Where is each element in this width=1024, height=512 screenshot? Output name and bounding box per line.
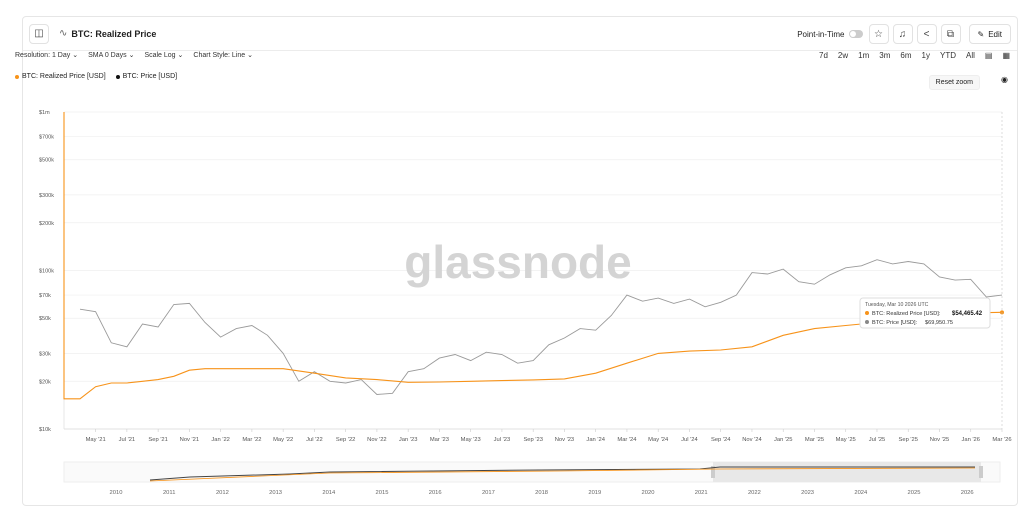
range-6m[interactable]: 6m <box>900 51 912 60</box>
point-in-time-label: Point-in-Time <box>797 29 845 39</box>
page-title: BTC: Realized Price <box>71 28 157 39</box>
copy-icon[interactable]: ⧉ <box>940 24 961 44</box>
resolution-select[interactable]: Resolution: 1 Day ⌄ <box>15 51 78 59</box>
chart-style-select[interactable]: Chart Style: Line ⌄ <box>193 51 253 59</box>
bell-icon[interactable]: ♫ <box>892 24 913 44</box>
reset-zoom-button[interactable]: Reset zoom <box>928 75 980 90</box>
range-1y[interactable]: 1y <box>921 51 930 60</box>
legend-label-realized: BTC: Realized Price [USD] <box>22 73 106 80</box>
calendar-icon[interactable]: ▦ <box>1002 51 1010 60</box>
range-ytd[interactable]: YTD <box>939 51 956 60</box>
range-3m[interactable]: 3m <box>879 51 891 60</box>
chevron-down-icon: ⌄ <box>72 52 79 59</box>
edit-label: Edit <box>988 29 1002 39</box>
sidebar-toggle-icon[interactable]: ◫ <box>29 23 49 44</box>
legend-item-realized[interactable]: BTC: Realized Price [USD] <box>15 73 106 80</box>
legend-item-price[interactable]: BTC: Price [USD] <box>115 73 178 80</box>
resolution-label: Resolution: 1 Day <box>15 52 71 59</box>
legend-dot-price <box>115 74 120 79</box>
chart-header: ◫ ∿ BTC: Realized Price Point-in-Time ☆ … <box>23 17 1017 51</box>
range-1m[interactable]: 1m <box>858 51 870 60</box>
custom-range-icon[interactable]: ▤ <box>984 51 993 60</box>
scale-label: Scale Log <box>144 52 176 59</box>
chart-legend: BTC: Realized Price [USD] BTC: Price [US… <box>15 73 187 80</box>
chart-style-label: Chart Style: Line <box>193 52 246 59</box>
pencil-icon: ✎ <box>977 29 985 39</box>
range-all[interactable]: All <box>965 51 975 60</box>
sma-select[interactable]: SMA 0 Days ⌄ <box>88 51 134 59</box>
range-7d[interactable]: 7d <box>819 51 828 60</box>
edit-button[interactable]: ✎ Edit <box>968 24 1011 44</box>
chart-controls: Resolution: 1 Day ⌄ SMA 0 Days ⌄ Scale L… <box>15 51 263 59</box>
chart-card: ◫ ∿ BTC: Realized Price Point-in-Time ☆ … <box>22 16 1018 506</box>
range-selector: 7d 2w 1m 3m 6m 1y YTD All ▤ ▦ <box>813 48 1014 63</box>
share-icon[interactable]: < <box>916 24 937 44</box>
range-2w[interactable]: 2w <box>837 51 849 60</box>
chevron-down-icon: ⌄ <box>177 52 184 59</box>
chevron-down-icon: ⌄ <box>128 52 135 59</box>
scale-select[interactable]: Scale Log ⌄ <box>144 51 183 59</box>
legend-dot-realized <box>15 74 19 79</box>
chevron-down-icon: ⌄ <box>247 52 253 59</box>
chart-type-icon: ∿ <box>59 28 68 39</box>
point-in-time-toggle[interactable] <box>848 30 863 38</box>
sma-label: SMA 0 Days <box>88 52 127 59</box>
legend-label-price: BTC: Price [USD] <box>122 73 178 80</box>
star-icon[interactable]: ☆ <box>868 24 889 44</box>
camera-icon[interactable]: ◉ <box>1001 75 1008 84</box>
